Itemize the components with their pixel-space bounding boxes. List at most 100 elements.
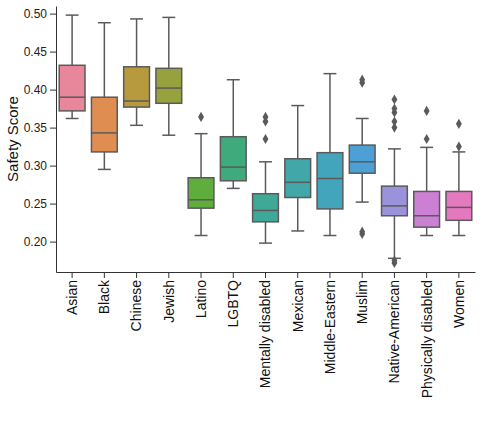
median — [124, 100, 150, 102]
x-tick-mark — [233, 272, 234, 278]
x-tick-mark — [329, 272, 330, 278]
lower-whisker — [394, 216, 396, 259]
lower-cap — [259, 242, 272, 244]
box-group — [349, 75, 375, 239]
y-tick-label: 0.50 — [24, 7, 48, 21]
lower-cap — [162, 134, 175, 136]
lower-whisker — [361, 173, 363, 202]
upper-whisker — [200, 134, 202, 178]
x-tick: Native-American — [386, 272, 402, 383]
outlier — [198, 112, 204, 122]
x-tick: Latino — [193, 272, 209, 318]
outlier — [424, 106, 430, 116]
lower-whisker — [329, 209, 331, 236]
upper-cap — [259, 161, 272, 163]
x-tick-mark — [458, 272, 459, 278]
lower-whisker — [200, 208, 202, 235]
lower-cap — [195, 235, 208, 237]
x-tick-label: Black — [96, 279, 112, 314]
lower-whisker — [297, 198, 299, 231]
box-group — [446, 119, 472, 236]
box — [414, 191, 440, 227]
y-tick-mark — [50, 90, 56, 91]
x-tick-mark — [426, 272, 427, 278]
lower-cap — [420, 235, 433, 237]
box-group — [285, 106, 311, 231]
y-tick: 0.20 — [24, 235, 56, 249]
y-tick-mark — [50, 166, 56, 167]
upper-cap — [162, 17, 175, 19]
upper-cap — [66, 14, 79, 16]
box — [59, 65, 85, 111]
y-axis-line — [56, 7, 57, 273]
x-tick: Physically disabled — [419, 272, 435, 398]
upper-whisker — [104, 23, 106, 97]
outlier — [391, 116, 397, 126]
median — [446, 207, 472, 209]
y-tick-mark — [50, 52, 56, 53]
lower-cap — [227, 188, 240, 190]
x-tick-label: Jewish — [161, 280, 177, 323]
y-tick-label: 0.30 — [24, 159, 48, 173]
y-tick: 0.45 — [24, 45, 56, 59]
x-tick-label: Native-American — [386, 280, 402, 383]
upper-whisker — [426, 147, 428, 191]
y-axis-title: Safety Score — [4, 96, 21, 182]
box-group — [253, 112, 279, 243]
upper-whisker — [233, 80, 235, 137]
x-tick: Mexican — [290, 272, 306, 332]
x-tick-label: Middle-Eastern — [322, 280, 338, 374]
upper-cap — [130, 18, 143, 20]
median — [414, 215, 440, 217]
box-group — [317, 74, 343, 236]
box — [317, 153, 343, 209]
median — [156, 87, 182, 89]
y-tick-mark — [50, 242, 56, 243]
outlier — [456, 142, 462, 152]
box — [446, 191, 472, 220]
x-tick-label: Asian — [64, 280, 80, 315]
x-tick-label: Latino — [193, 280, 209, 318]
x-tick-label: Mexican — [290, 280, 306, 332]
plot: 0.200.250.300.350.400.450.50AsianBlackCh… — [24, 7, 476, 399]
y-tick-label: 0.40 — [24, 83, 48, 97]
box-group — [91, 23, 117, 170]
lower-cap — [98, 169, 111, 171]
x-tick-label: Women — [451, 280, 467, 328]
y-tick-mark — [50, 128, 56, 129]
boxes — [59, 15, 472, 268]
y-tick: 0.50 — [24, 7, 56, 21]
x-axis: AsianBlackChineseJewishLatinoLGBTQMental… — [57, 272, 476, 398]
x-tick-mark — [201, 272, 202, 278]
outlier — [359, 75, 365, 85]
median — [253, 210, 279, 212]
box — [349, 145, 375, 173]
median — [91, 132, 117, 134]
box — [382, 186, 408, 216]
x-tick-mark — [168, 272, 169, 278]
lower-whisker — [458, 220, 460, 235]
median — [188, 199, 214, 201]
y-tick: 0.25 — [24, 197, 56, 211]
upper-whisker — [265, 162, 267, 194]
x-tick: Mentally disabled — [257, 272, 273, 388]
upper-whisker — [458, 152, 460, 192]
y-tick: 0.30 — [24, 159, 56, 173]
outlier — [391, 94, 397, 104]
lower-cap — [130, 125, 143, 127]
lower-whisker — [426, 227, 428, 235]
lower-cap — [324, 235, 337, 237]
upper-whisker — [394, 149, 396, 186]
x-tick-label: Muslim — [354, 280, 370, 324]
y-tick-mark — [50, 14, 56, 15]
median — [317, 178, 343, 180]
box — [188, 178, 214, 208]
lower-cap — [291, 230, 304, 232]
x-tick-mark — [136, 272, 137, 278]
upper-whisker — [329, 74, 331, 153]
x-tick-label: Physically disabled — [419, 280, 435, 398]
y-tick-label: 0.45 — [24, 45, 48, 59]
box-group — [156, 17, 182, 135]
x-tick-label: Chinese — [128, 280, 144, 332]
x-tick-label: Mentally disabled — [257, 280, 273, 388]
